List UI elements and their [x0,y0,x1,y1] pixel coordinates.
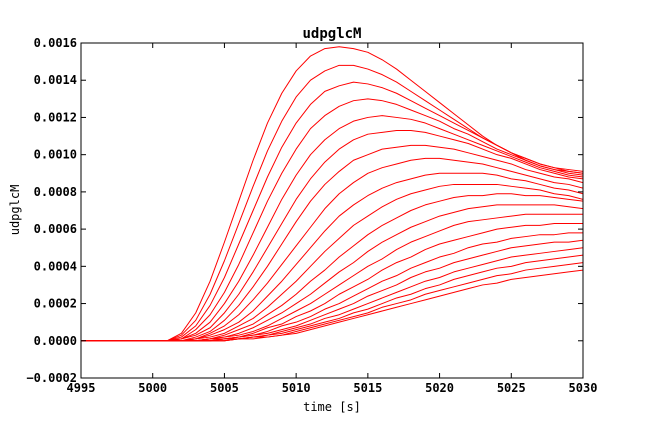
series-line-10 [81,183,583,342]
plot-area [81,43,583,378]
x-tick-label: 5025 [497,381,526,395]
y-tick-label: 0.0006 [34,222,77,236]
x-tick-label: 5010 [282,381,311,395]
series-line-20 [81,269,583,342]
y-tick-label: 0.0000 [34,334,77,348]
x-tick-label: 5015 [353,381,382,395]
axes-frame [80,42,584,379]
series-line-4 [81,98,583,342]
y-tick-label: 0.0004 [34,259,77,273]
y-tick-label: 0.0008 [34,185,77,199]
x-tick-label: 5005 [210,381,239,395]
series-line-6 [81,129,583,342]
series-line-14 [81,223,583,342]
axes-layer: 4995 5000 5005 5010 5015 5020 5025 5030 −0.0002 0… [26,36,597,395]
y-tick-label: −0.0002 [26,371,77,385]
y-tick-label: 0.0016 [34,36,77,50]
x-tick-label: 5020 [425,381,454,395]
series-layer [81,46,583,342]
series-line-5 [81,115,583,342]
y-tick-label: 0.0012 [34,110,77,124]
series-line-3 [81,81,583,342]
chart-title: udpglcM [302,26,361,42]
x-tick-label: 5000 [138,381,167,395]
y-tick-label: 0.0010 [34,148,77,162]
y-tick-label: 0.0002 [34,297,77,311]
series-line-9 [81,172,583,342]
series-line-8 [81,157,583,342]
y-tick-label: 0.0014 [34,73,77,87]
y-axis-title: udpglcM [8,185,22,236]
series-line-7 [81,144,583,342]
x-tick-label: 4995 [67,381,96,395]
plot-background [81,43,583,378]
x-tick-label: 5030 [569,381,598,395]
x-axis-title: time [s] [303,400,361,414]
